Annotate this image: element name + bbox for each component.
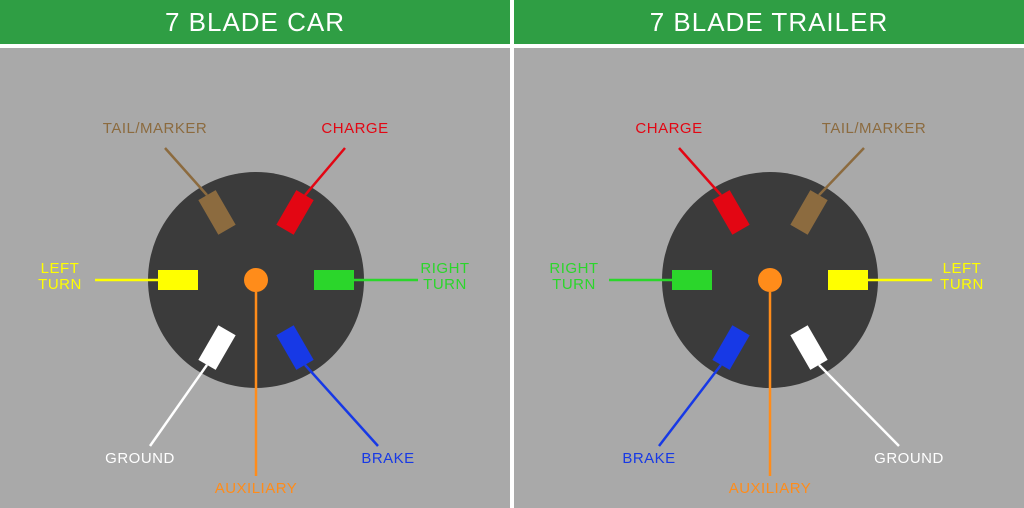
pin-right_turn bbox=[314, 270, 354, 290]
leader-tail_marker bbox=[819, 148, 864, 195]
label-right_turn: RIGHTTURN bbox=[420, 260, 469, 293]
panel-trailer-title: 7 BLADE TRAILER bbox=[514, 0, 1024, 44]
pin-right_turn bbox=[672, 270, 712, 290]
label-charge: CHARGE bbox=[321, 120, 388, 137]
label-right_turn: RIGHTTURN bbox=[549, 260, 598, 293]
pin-auxiliary bbox=[244, 268, 268, 292]
leader-charge bbox=[305, 148, 345, 195]
label-ground: GROUND bbox=[874, 450, 944, 467]
label-left_turn: LEFTTURN bbox=[940, 260, 984, 293]
label-left_turn: LEFTTURN bbox=[38, 260, 82, 293]
leader-brake bbox=[659, 365, 721, 446]
panel-car: 7 BLADE CAR TAIL/MARKER CHARGE LEFTTURN RIGH… bbox=[0, 0, 512, 508]
label-brake: BRAKE bbox=[361, 450, 414, 467]
label-charge: CHARGE bbox=[635, 120, 702, 137]
label-auxiliary: AUXILIARY bbox=[729, 480, 812, 497]
connector-diagram-trailer: CHARGE TAIL/MARKER RIGHTTURN LEFTTURN BRAKE G… bbox=[514, 48, 1024, 508]
label-auxiliary: AUXILIARY bbox=[215, 480, 298, 497]
label-brake: BRAKE bbox=[622, 450, 675, 467]
label-tail_marker: TAIL/MARKER bbox=[103, 120, 207, 137]
panel-car-body: TAIL/MARKER CHARGE LEFTTURN RIGHTTURN GROUND… bbox=[0, 44, 510, 508]
panel-trailer: 7 BLADE TRAILER CHARGE TAIL/MARKER RIGHTTUR… bbox=[512, 0, 1024, 508]
connector-diagram-car: TAIL/MARKER CHARGE LEFTTURN RIGHTTURN GROUND… bbox=[0, 48, 512, 508]
leader-brake bbox=[305, 365, 378, 446]
leader-charge bbox=[679, 148, 721, 195]
pin-auxiliary bbox=[758, 268, 782, 292]
panel-trailer-body: CHARGE TAIL/MARKER RIGHTTURN LEFTTURN BRAKE G… bbox=[514, 44, 1024, 508]
leader-ground bbox=[150, 365, 207, 446]
pin-left_turn bbox=[828, 270, 868, 290]
panel-car-title: 7 BLADE CAR bbox=[0, 0, 510, 44]
label-tail_marker: TAIL/MARKER bbox=[822, 120, 926, 137]
pin-left_turn bbox=[158, 270, 198, 290]
leader-tail_marker bbox=[165, 148, 207, 195]
label-ground: GROUND bbox=[105, 450, 175, 467]
leader-ground bbox=[819, 365, 899, 446]
